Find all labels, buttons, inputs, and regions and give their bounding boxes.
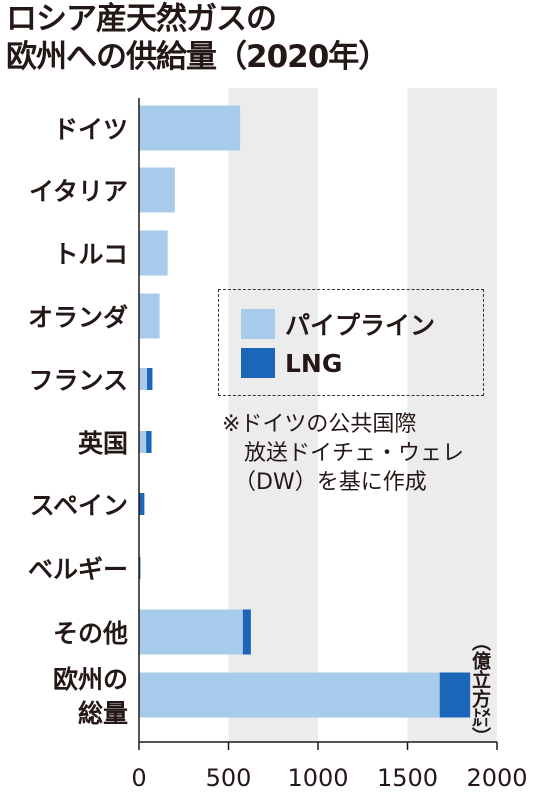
- x-tick-label: 2000: [466, 764, 527, 792]
- bar-pipeline: [139, 672, 440, 718]
- category-label: スペイン: [30, 491, 128, 520]
- note-line-2: 放送ドイチェ・ウェレ: [244, 441, 465, 466]
- grid-band: [407, 88, 497, 742]
- bar-pipeline: [139, 368, 148, 390]
- category-label: イタリア: [29, 177, 128, 206]
- bar-lng: [139, 493, 145, 515]
- category-label: 英国: [78, 429, 128, 458]
- title-line-2: 欧州への供給量（2020年）: [6, 39, 389, 75]
- category-label: トルコ: [53, 240, 128, 269]
- category-label: 欧州の: [53, 665, 128, 694]
- legend-item-lng: LNG: [241, 348, 342, 378]
- note-line-3: （DW）を基に作成: [234, 470, 427, 495]
- x-tick-label: 1000: [287, 764, 348, 792]
- legend-swatch-pipeline: [241, 309, 275, 339]
- legend: パイプライン LNG: [218, 289, 484, 396]
- legend-swatch-lng: [241, 348, 275, 378]
- bar-pipeline: [139, 105, 241, 151]
- bar-pipeline: [139, 167, 175, 213]
- note-line-1: ※ドイツの公共国際: [222, 412, 417, 437]
- legend-item-pipeline: パイプライン: [241, 306, 435, 342]
- bar-pipeline: [139, 431, 147, 453]
- category-label: オランダ: [28, 303, 128, 332]
- unit-label: （億立方㍍）: [469, 632, 491, 746]
- bar-pipeline: [139, 293, 160, 339]
- bar-pipeline: [139, 230, 168, 276]
- title-line-1: ロシア産天然ガスの: [6, 1, 277, 37]
- category-label: フランス: [28, 366, 128, 395]
- bar-pipeline: [139, 609, 243, 655]
- category-label: ドイツ: [53, 115, 128, 144]
- source-note: ※ドイツの公共国際 放送ドイチェ・ウェレ （DW）を基に作成: [222, 410, 464, 497]
- bar-lng: [147, 368, 153, 390]
- category-label: ベルギー: [28, 555, 128, 584]
- legend-label-lng: LNG: [285, 348, 343, 378]
- bar-lng: [242, 609, 251, 655]
- chart-title: ロシア産天然ガスの 欧州への供給量（2020年）: [6, 0, 389, 76]
- x-tick-label: 1500: [377, 764, 438, 792]
- legend-label-pipeline: パイプライン: [285, 311, 436, 340]
- bar-lng: [439, 672, 471, 718]
- bar-lng: [146, 431, 152, 453]
- x-tick-label: 0: [131, 764, 146, 792]
- category-label: 総量: [78, 699, 128, 728]
- category-label: その他: [53, 619, 128, 648]
- x-tick-label: 500: [206, 764, 252, 792]
